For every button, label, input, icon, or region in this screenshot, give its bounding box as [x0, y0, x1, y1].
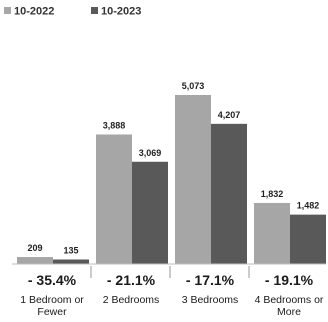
value-label-4-10-2022: 1,832 — [261, 189, 284, 199]
category-label-2: 2 Bedrooms — [103, 294, 160, 306]
category-separators — [12, 263, 326, 278]
bar-4-10-2023 — [290, 214, 326, 264]
legend-label-2: 10-2023 — [101, 6, 141, 18]
percent-change-3: - 17.1% — [186, 272, 235, 288]
category-label-3: 3 Bedrooms — [182, 294, 239, 306]
percent-change-labels: - 35.4% - 21.1% - 17.1% - 19.1% — [28, 272, 314, 288]
value-label-2-10-2022: 3,888 — [103, 120, 126, 130]
value-label-3-10-2023: 4,207 — [218, 110, 241, 120]
legend-swatch-1 — [4, 7, 11, 14]
bar-1-10-2022 — [17, 257, 53, 264]
category-label-1: 1 Bedroom or — [20, 294, 84, 306]
category-label-4: 4 Bedrooms or — [255, 294, 324, 306]
value-labels: 209 135 3,888 3,069 5,073 4,207 1,832 1,482 — [27, 81, 319, 256]
legend-label-1: 10-2022 — [14, 6, 54, 18]
bar-3-10-2023 — [211, 123, 247, 264]
value-label-1-10-2022: 209 — [27, 243, 42, 253]
value-label-2-10-2023: 3,069 — [139, 148, 162, 158]
bar-3-10-2022 — [175, 95, 211, 264]
bar-4-10-2022 — [254, 202, 290, 264]
percent-change-4: - 19.1% — [265, 272, 314, 288]
bars — [17, 95, 326, 264]
legend-swatch-2 — [91, 7, 98, 14]
legend: 10-2022 10-2023 — [4, 6, 141, 18]
value-label-1-10-2023: 135 — [63, 246, 78, 256]
bar-2-10-2022 — [96, 134, 132, 264]
value-label-4-10-2023: 1,482 — [297, 201, 320, 211]
bar-2-10-2023 — [132, 161, 168, 264]
value-label-3-10-2022: 5,073 — [182, 81, 205, 91]
category-label-4-line2: More — [277, 306, 301, 318]
bar-1-10-2023 — [53, 259, 89, 264]
percent-change-1: - 35.4% — [28, 272, 77, 288]
category-label-1-line2: Fewer — [37, 306, 67, 318]
percent-change-2: - 21.1% — [107, 272, 156, 288]
